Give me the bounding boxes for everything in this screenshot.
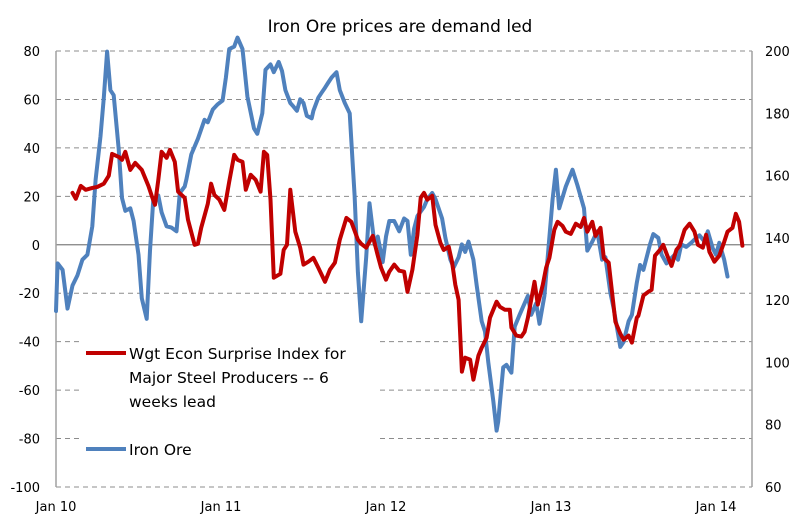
x-tick-label: Jan 10 [35, 500, 77, 515]
right-tick-label: 160 [765, 170, 790, 185]
x-tick-label: Jan 14 [695, 500, 737, 515]
right-tick-label: 200 [765, 45, 790, 60]
legend-label-line-3: weeks lead [129, 393, 216, 411]
right-tick-label: 120 [765, 294, 790, 309]
right-tick-label: 60 [765, 481, 782, 496]
right-tick-label: 140 [765, 232, 790, 247]
left-tick-label: -60 [19, 384, 40, 399]
left-tick-label: -20 [19, 287, 40, 302]
x-tick-label: Jan 13 [530, 500, 572, 515]
legend-label-iron-ore: Iron Ore [129, 441, 192, 459]
x-tick-label: Jan 11 [200, 500, 242, 515]
series-lines [54, 35, 745, 433]
left-tick-label: 40 [23, 142, 40, 157]
left-tick-label: 0 [32, 239, 40, 254]
right-tick-label: 180 [765, 107, 790, 122]
legend-label-line-1: Wgt Econ Surprise Index for [129, 345, 346, 363]
left-tick-label: -40 [19, 336, 40, 351]
x-tick-label: Jan 12 [365, 500, 407, 515]
legend-label-line-2: Major Steel Producers -- 6 [129, 369, 329, 387]
left-tick-label: 20 [23, 190, 40, 205]
left-axis-ticks: 80 60 40 20 0 -20 -40 -60 -80 -100 [10, 45, 40, 496]
left-tick-label: 80 [23, 45, 40, 60]
legend: Wgt Econ Surprise Index for Major Steel … [80, 330, 380, 470]
chart-title: Iron Ore prices are demand led [268, 17, 533, 37]
right-axis-ticks: 200 180 160 140 120 100 80 60 [765, 45, 790, 496]
series-line-surprise-index [70, 147, 745, 382]
right-tick-label: 100 [765, 356, 790, 371]
legend-background [80, 330, 380, 470]
left-tick-label: -100 [10, 481, 40, 496]
right-tick-label: 80 [765, 419, 782, 434]
left-tick-label: -80 [19, 433, 40, 448]
x-axis-ticks: Jan 10 Jan 11 Jan 12 Jan 13 Jan 14 [35, 500, 737, 515]
left-tick-label: 60 [23, 93, 40, 108]
